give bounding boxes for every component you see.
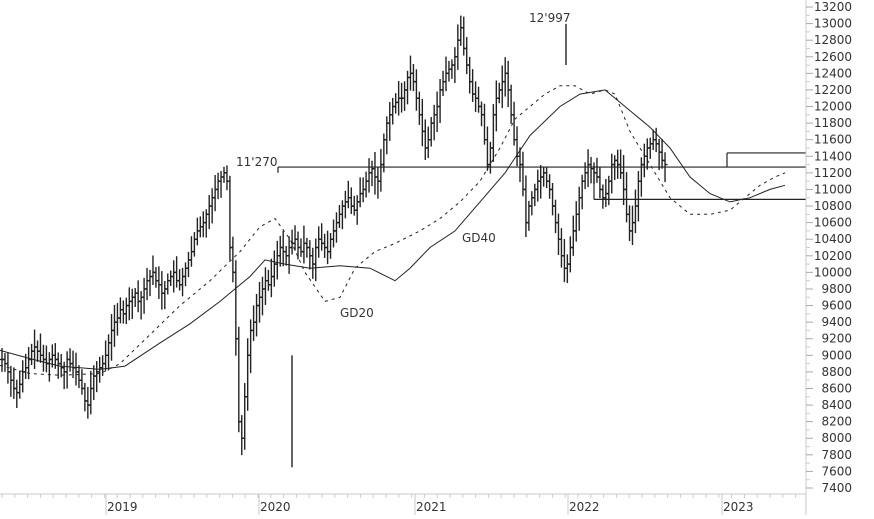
x-tick-label: 2022 <box>569 500 600 514</box>
annotation-label: GD40 <box>462 231 496 245</box>
y-tick-label: 13200 <box>814 0 852 14</box>
y-tick-label: 12400 <box>814 66 852 80</box>
support-resistance-lines <box>277 152 806 200</box>
y-tick-label: 9600 <box>821 299 852 313</box>
y-tick-label: 13000 <box>814 17 852 31</box>
y-tick-label: 8000 <box>821 431 852 445</box>
y-axis: 13200 13000 12800 12600 12400 12200 12000 11800… <box>805 0 852 515</box>
y-tick-label: 12000 <box>814 100 852 114</box>
y-tick-label: 12600 <box>814 50 852 64</box>
y-tick-label: 9400 <box>821 315 852 329</box>
y-tick-label: 11600 <box>814 133 852 147</box>
y-tick-label: 10200 <box>814 249 852 263</box>
annotation-label: 11'270 <box>236 155 277 169</box>
y-tick-label: 9200 <box>821 332 852 346</box>
x-tick-label: 2023 <box>723 500 754 514</box>
y-tick-label: 9800 <box>821 282 852 296</box>
y-tick-label: 8400 <box>821 398 852 412</box>
y-tick-label: 9000 <box>821 348 852 362</box>
ohlc-bars <box>0 15 668 468</box>
x-tick-label: 2020 <box>260 500 291 514</box>
y-tick-label: 10800 <box>814 199 852 213</box>
y-tick-label: 11400 <box>814 149 852 163</box>
annotation-label: 12'997 <box>529 11 570 25</box>
y-tick-label: 12800 <box>814 33 852 47</box>
y-tick-label: 7800 <box>821 448 852 462</box>
y-tick-label: 7400 <box>821 481 852 495</box>
x-tick-label: 2021 <box>416 500 447 514</box>
y-tick-label: 7600 <box>821 464 852 478</box>
y-tick-label: 11200 <box>814 166 852 180</box>
y-tick-label: 8200 <box>821 415 852 429</box>
y-tick-label: 10600 <box>814 216 852 230</box>
y-tick-label: 10400 <box>814 232 852 246</box>
y-tick-label: 12200 <box>814 83 852 97</box>
gd20-line <box>0 85 786 376</box>
annotation-label: GD20 <box>340 306 374 320</box>
x-tick-label: 2019 <box>107 500 138 514</box>
y-tick-label: 10000 <box>814 265 852 279</box>
y-tick-label: 11800 <box>814 116 852 130</box>
annotations: 11'270 12'997 GD20 GD40 <box>236 11 570 320</box>
y-tick-label: 8600 <box>821 381 852 395</box>
y-tick-label: 8800 <box>821 365 852 379</box>
x-axis: 2019 2020 2021 2022 2023 <box>0 493 806 515</box>
y-tick-label: 11000 <box>814 182 852 196</box>
